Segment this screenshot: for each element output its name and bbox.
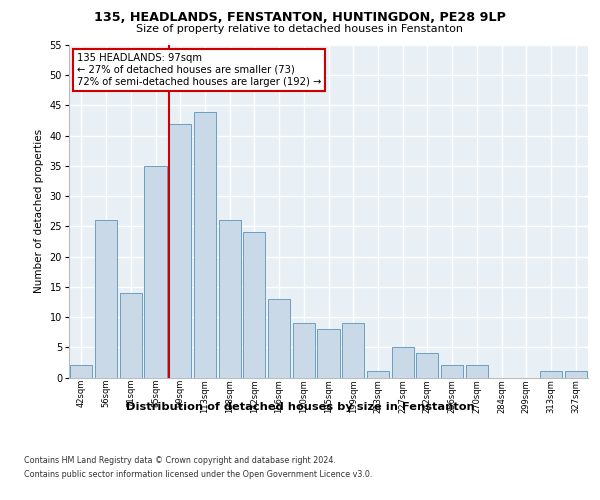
Bar xyxy=(293,323,315,378)
Bar xyxy=(540,372,562,378)
Bar xyxy=(268,299,290,378)
Bar xyxy=(70,366,92,378)
Bar xyxy=(342,323,364,378)
Bar xyxy=(441,366,463,378)
Bar xyxy=(95,220,117,378)
Bar xyxy=(145,166,167,378)
Text: 135, HEADLANDS, FENSTANTON, HUNTINGDON, PE28 9LP: 135, HEADLANDS, FENSTANTON, HUNTINGDON, … xyxy=(94,11,506,24)
Bar xyxy=(169,124,191,378)
Text: Contains HM Land Registry data © Crown copyright and database right 2024.: Contains HM Land Registry data © Crown c… xyxy=(24,456,336,465)
Text: Size of property relative to detached houses in Fenstanton: Size of property relative to detached ho… xyxy=(137,24,464,34)
Bar xyxy=(466,366,488,378)
Text: Distribution of detached houses by size in Fenstanton: Distribution of detached houses by size … xyxy=(125,402,475,412)
Bar xyxy=(367,372,389,378)
Bar xyxy=(119,293,142,378)
Bar xyxy=(416,354,439,378)
Bar xyxy=(565,372,587,378)
Text: 135 HEADLANDS: 97sqm
← 27% of detached houses are smaller (73)
72% of semi-detac: 135 HEADLANDS: 97sqm ← 27% of detached h… xyxy=(77,54,321,86)
Bar xyxy=(392,348,414,378)
Bar xyxy=(243,232,265,378)
Y-axis label: Number of detached properties: Number of detached properties xyxy=(34,129,44,294)
Bar xyxy=(218,220,241,378)
Text: Contains public sector information licensed under the Open Government Licence v3: Contains public sector information licen… xyxy=(24,470,373,479)
Bar xyxy=(317,329,340,378)
Bar xyxy=(194,112,216,378)
